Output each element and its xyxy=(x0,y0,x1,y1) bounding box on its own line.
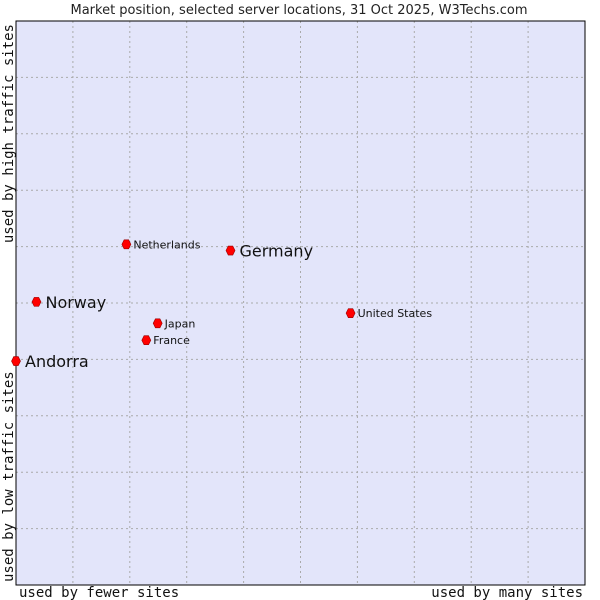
point-label-japan: Japan xyxy=(164,317,196,330)
plot-border xyxy=(15,20,586,586)
data-point-norway: Norway xyxy=(31,293,106,312)
data-point-france: France xyxy=(141,334,190,347)
grid-lines xyxy=(16,21,585,585)
data-point-netherlands: Netherlands xyxy=(121,238,201,251)
y-axis-label-top: used by high traffic sites xyxy=(1,24,17,243)
marker-netherlands xyxy=(121,239,132,250)
point-label-germany: Germany xyxy=(240,242,314,261)
marker-france xyxy=(141,335,152,346)
point-label-france: France xyxy=(153,334,190,347)
data-points: Netherlands Germany Norway United States Jap… xyxy=(11,238,433,371)
x-axis-label-left: used by fewer sites xyxy=(19,585,179,600)
y-axis-label-bottom: used by low traffic sites xyxy=(1,371,17,582)
point-label-netherlands: Netherlands xyxy=(133,238,200,251)
point-label-andorra: Andorra xyxy=(25,352,89,371)
data-point-japan: Japan xyxy=(152,317,196,330)
data-point-andorra: Andorra xyxy=(11,352,89,371)
marker-andorra xyxy=(11,356,21,366)
point-label-united-states: United States xyxy=(358,307,433,320)
marker-germany xyxy=(225,245,236,256)
marker-japan xyxy=(152,318,163,329)
x-axis-label-right: used by many sites xyxy=(431,585,583,600)
data-point-united-states: United States xyxy=(345,307,433,320)
marker-united-states xyxy=(345,308,356,318)
data-point-germany: Germany xyxy=(225,242,314,261)
marker-norway xyxy=(31,297,42,307)
chart-title: Market position, selected server locatio… xyxy=(70,3,527,18)
point-label-norway: Norway xyxy=(45,293,106,312)
